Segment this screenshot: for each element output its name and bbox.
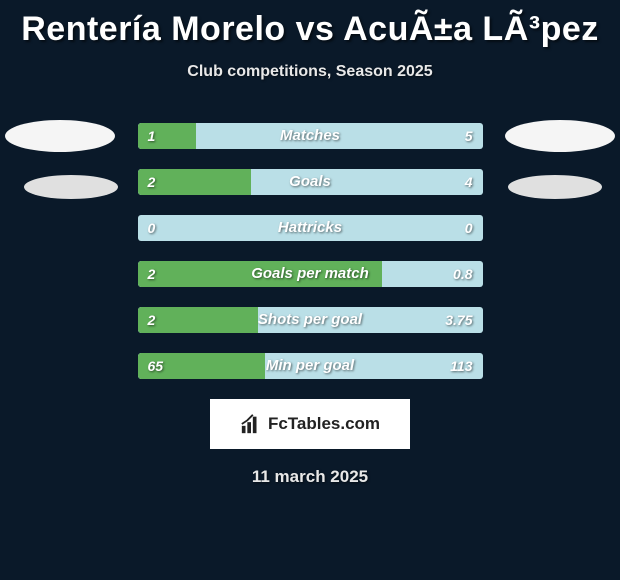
- stat-row: 1Matches5: [138, 123, 483, 149]
- page-title: Rentería Morelo vs AcuÃ±a LÃ³pez: [0, 0, 620, 49]
- stat-value-right: 0: [465, 215, 473, 241]
- fctables-logo-text: FcTables.com: [268, 414, 380, 434]
- stat-value-right: 4: [465, 169, 473, 195]
- stats-bars: 1Matches5 2Goals4 0Hattricks0 2Goals per ma…: [138, 123, 483, 379]
- avatar-right: [505, 120, 615, 152]
- stat-row: 0Hattricks0: [138, 215, 483, 241]
- stat-label: Shots per goal: [138, 307, 483, 333]
- stat-row: 65Min per goal113: [138, 353, 483, 379]
- stat-value-right: 113: [450, 353, 472, 379]
- date-label: 11 march 2025: [0, 467, 620, 487]
- stat-row: 2Shots per goal3.75: [138, 307, 483, 333]
- stat-label: Matches: [138, 123, 483, 149]
- avatar-left-shadow: [24, 175, 118, 199]
- stat-label: Goals: [138, 169, 483, 195]
- stat-label: Hattricks: [138, 215, 483, 241]
- stat-label: Goals per match: [138, 261, 483, 287]
- stat-value-right: 0.8: [453, 261, 472, 287]
- stat-label: Min per goal: [138, 353, 483, 379]
- subtitle: Club competitions, Season 2025: [0, 63, 620, 81]
- avatar-left: [5, 120, 115, 152]
- stat-row: 2Goals per match0.8: [138, 261, 483, 287]
- stat-value-right: 3.75: [445, 307, 472, 333]
- stat-row: 2Goals4: [138, 169, 483, 195]
- avatar-right-shadow: [508, 175, 602, 199]
- fctables-logo[interactable]: FcTables.com: [210, 399, 410, 449]
- stat-value-right: 5: [465, 123, 473, 149]
- fctables-icon: [240, 413, 262, 435]
